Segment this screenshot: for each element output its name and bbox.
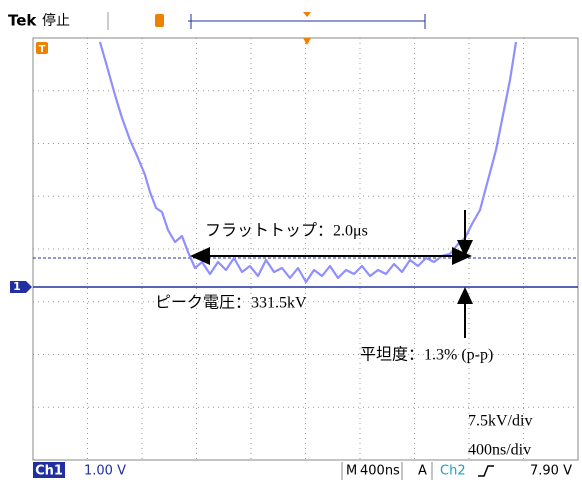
footer-time-label: M xyxy=(346,464,357,479)
footer-time-scale: 400ns xyxy=(360,464,400,479)
footer-trigger-level: 7.90 V xyxy=(530,464,572,479)
brand: Tek xyxy=(8,12,37,30)
status: 停止 xyxy=(42,12,70,29)
trigger-pos xyxy=(303,12,311,17)
footer-channel: Ch1 xyxy=(35,464,63,479)
trigger-icon xyxy=(155,14,164,27)
flat-top-label: フラットトップ：2.0μs xyxy=(205,222,368,240)
slope-icon xyxy=(478,466,494,476)
scope-screen: Tek 停止 T 1 フラットトップ：2.0μs ピーク電圧：331.5kV 平… xyxy=(0,0,582,495)
graticule xyxy=(33,38,578,460)
footer-trigger-label: A xyxy=(418,464,427,479)
peak-label: ピーク電圧：331.5kV xyxy=(155,294,307,312)
flatness-label: 平坦度：1.3% (p-p) xyxy=(360,346,493,364)
time-div-label: 400ns/div xyxy=(468,442,531,459)
footer-trigger-source: Ch2 xyxy=(440,464,466,479)
trigger-marker-label: T xyxy=(39,44,46,55)
volt-div-label: 7.5kV/div xyxy=(468,413,532,430)
footer-ch-scale: 1.00 V xyxy=(84,464,126,479)
channel-marker-label: 1 xyxy=(13,280,21,293)
